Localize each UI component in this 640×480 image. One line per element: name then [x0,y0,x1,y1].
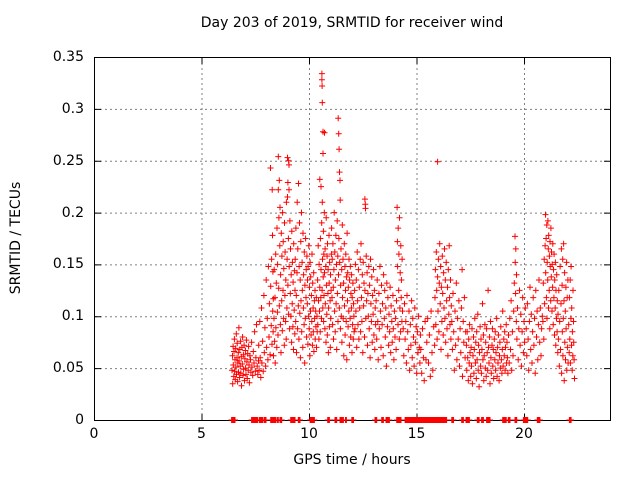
y-tick-label: 0.2 [61,204,84,221]
y-tick-label: 0.1 [61,308,84,325]
y-tick-label: 0.3 [61,100,84,117]
plot-border [94,57,611,421]
y-tick-label: 0.35 [52,49,84,65]
y-tick-label: 0.05 [52,360,84,377]
y-tick-label: 0 [75,412,84,428]
x-tick-label: 5 [197,426,206,442]
x-tick-label: 0 [89,426,99,442]
y-axis-label: SRMTID / TECUs [8,181,24,295]
x-tick-label: 20 [515,426,533,442]
scatter-markers [228,70,578,423]
tick-marks [94,57,610,421]
x-axis-label: GPS time / hours [293,452,411,468]
y-tick-label: 0.15 [52,256,84,273]
y-tick-label: 0.25 [52,152,84,169]
x-tick-label: 10 [300,426,318,442]
x-tick-label: 15 [407,426,426,442]
chart-title: Day 203 of 2019, SRMTID for receiver win… [200,15,504,31]
